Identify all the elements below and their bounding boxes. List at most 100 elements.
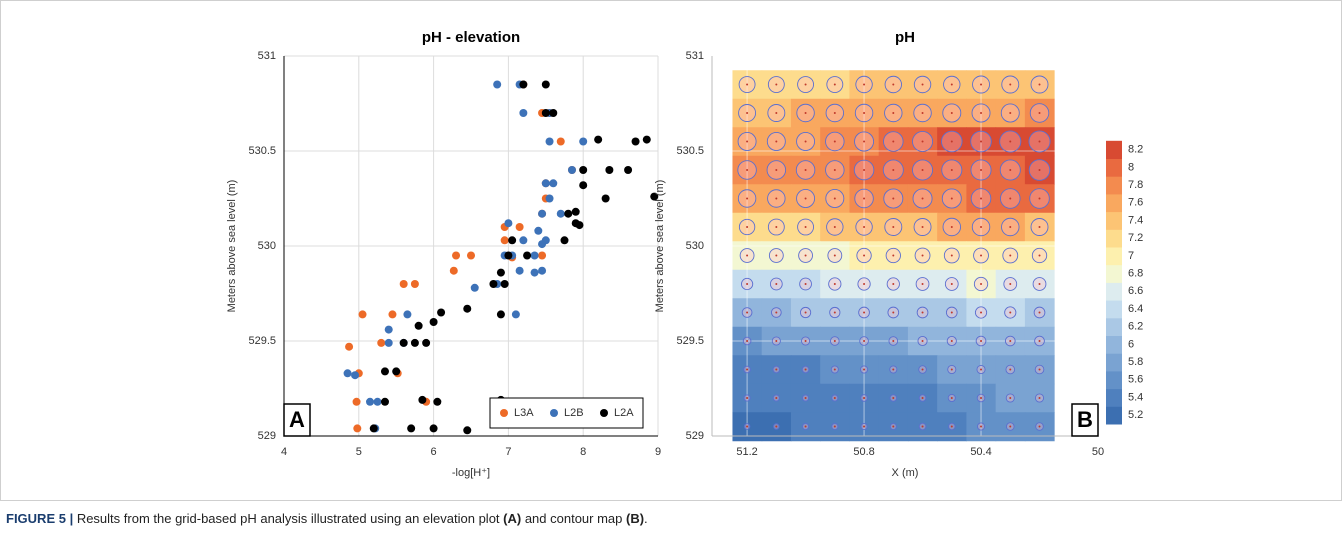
- sample-center: [863, 169, 866, 171]
- sample-center: [775, 140, 778, 143]
- sample-center: [1038, 425, 1041, 428]
- colorbar-swatch: [1106, 229, 1122, 248]
- sample-center: [950, 140, 953, 143]
- caption-text: (B): [626, 511, 644, 526]
- scatter-point: [545, 137, 554, 146]
- scatter-point: [489, 280, 498, 288]
- sample-center: [804, 226, 807, 228]
- colorbar-label: 8.2: [1128, 144, 1143, 156]
- scatter-point: [541, 179, 550, 188]
- sample-center: [1038, 197, 1041, 200]
- colorbar-label: 6.6: [1128, 285, 1143, 297]
- legend-marker: [600, 409, 608, 417]
- caption-text: Results from the grid-based pH analysis …: [73, 511, 503, 526]
- colorbar-label: 7.4: [1128, 214, 1143, 226]
- sample-center: [804, 112, 807, 114]
- sample-center: [804, 197, 807, 200]
- legend-label: L2B: [564, 407, 584, 419]
- sample-center: [1038, 311, 1041, 314]
- scatter-point: [351, 371, 360, 380]
- scatter-point: [515, 223, 524, 231]
- sample-center: [980, 368, 983, 371]
- sample-center: [863, 311, 866, 314]
- sample-center: [863, 140, 866, 143]
- y-tick-label: 529: [686, 430, 704, 442]
- colorbar-label: 7.6: [1128, 197, 1143, 209]
- scatter-point: [496, 310, 505, 319]
- sample-center: [1009, 368, 1012, 371]
- chart-title: pH - elevation: [422, 29, 520, 46]
- sample-center: [892, 283, 895, 285]
- sample-center: [746, 226, 749, 228]
- sample-center: [775, 83, 778, 86]
- sample-center: [921, 254, 924, 257]
- sample-center: [980, 397, 983, 399]
- colorbar-label: 6: [1128, 338, 1134, 350]
- sample-center: [921, 197, 924, 200]
- x-tick-label: 51.2: [736, 446, 757, 458]
- scatter-point: [433, 397, 442, 406]
- scatter-point: [410, 280, 419, 288]
- sample-center: [892, 397, 895, 399]
- x-tick-label: 4: [281, 446, 287, 458]
- sample-center: [1009, 311, 1012, 314]
- colorbar-swatch: [1106, 193, 1122, 213]
- sample-center: [833, 340, 836, 342]
- sample-center: [1009, 140, 1012, 143]
- sample-center: [950, 226, 953, 228]
- scatter-point: [496, 268, 505, 277]
- colorbar-label: 6.8: [1128, 267, 1143, 279]
- colorbar-label: 5.8: [1128, 356, 1143, 368]
- sample-center: [892, 140, 895, 143]
- scatter-point: [380, 367, 389, 376]
- sample-center: [1038, 226, 1041, 228]
- scatter-point: [594, 135, 603, 144]
- sample-center: [1009, 169, 1012, 171]
- sample-center: [746, 254, 749, 257]
- sample-center: [833, 140, 836, 143]
- colorbar-swatch: [1106, 317, 1122, 336]
- sample-center: [892, 226, 895, 228]
- sample-center: [746, 311, 749, 314]
- legend-label: L2A: [614, 407, 634, 419]
- scatter-point: [523, 251, 532, 260]
- scatter-point: [463, 304, 472, 313]
- y-axis-label: Meters above sea level (m): [226, 180, 238, 313]
- scatter-point: [605, 166, 614, 174]
- colorbar-label: 6.4: [1128, 303, 1143, 315]
- scatter-point: [549, 109, 558, 117]
- sample-center: [746, 140, 749, 143]
- sample-center: [921, 283, 924, 285]
- colorbar-swatch: [1106, 264, 1122, 283]
- sample-center: [980, 254, 983, 257]
- colorbar-label: 7: [1128, 250, 1134, 262]
- scatter-point: [530, 268, 539, 277]
- scatter-point: [500, 236, 509, 245]
- scatter-point: [352, 397, 361, 406]
- sample-center: [863, 83, 866, 86]
- caption-text: .: [644, 511, 648, 526]
- sample-center: [950, 311, 953, 314]
- scatter-point: [534, 226, 543, 235]
- sample-center: [833, 283, 836, 285]
- sample-center: [950, 425, 953, 428]
- sample-center: [980, 140, 983, 143]
- scatter-point: [579, 166, 588, 174]
- scatter-point: [403, 310, 412, 319]
- sample-center: [921, 169, 924, 171]
- sample-center: [804, 368, 807, 371]
- figure-frame: [0, 0, 1342, 501]
- sample-center: [746, 368, 749, 371]
- sample-center: [1009, 397, 1012, 399]
- scatter-point: [388, 310, 397, 319]
- scatter-point: [631, 137, 640, 146]
- scatter-point: [541, 236, 550, 245]
- sample-center: [804, 311, 807, 314]
- colorbar-swatch: [1106, 388, 1122, 407]
- scatter-point: [377, 338, 386, 347]
- sample-center: [950, 83, 953, 86]
- scatter-point: [422, 338, 431, 347]
- sample-center: [950, 340, 953, 342]
- scatter-point: [399, 338, 408, 347]
- colorbar-swatch: [1106, 211, 1122, 230]
